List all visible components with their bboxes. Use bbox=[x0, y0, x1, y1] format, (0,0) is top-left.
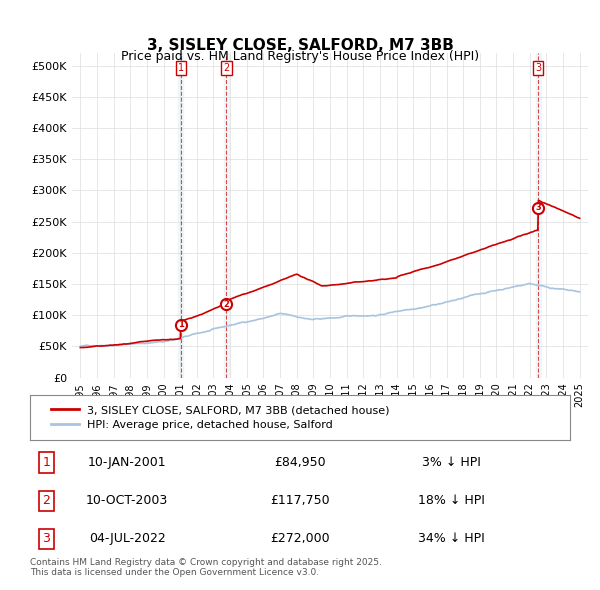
Bar bbox=[224, 53, 229, 378]
Text: 3, SISLEY CLOSE, SALFORD, M7 3BB: 3, SISLEY CLOSE, SALFORD, M7 3BB bbox=[146, 38, 454, 53]
Legend: 3, SISLEY CLOSE, SALFORD, M7 3BB (detached house), HPI: Average price, detached : 3, SISLEY CLOSE, SALFORD, M7 3BB (detach… bbox=[46, 401, 394, 434]
Text: 34% ↓ HPI: 34% ↓ HPI bbox=[418, 532, 485, 545]
Text: 3: 3 bbox=[535, 63, 541, 73]
Text: 2: 2 bbox=[223, 63, 230, 73]
Text: 10-OCT-2003: 10-OCT-2003 bbox=[86, 494, 169, 507]
Text: 2: 2 bbox=[224, 300, 229, 309]
Text: £117,750: £117,750 bbox=[270, 494, 330, 507]
Text: £272,000: £272,000 bbox=[270, 532, 330, 545]
Text: 04-JUL-2022: 04-JUL-2022 bbox=[89, 532, 166, 545]
Text: 10-JAN-2001: 10-JAN-2001 bbox=[88, 456, 167, 469]
Text: 1: 1 bbox=[42, 456, 50, 469]
Text: 1: 1 bbox=[178, 63, 184, 73]
Bar bbox=[178, 53, 183, 378]
Text: 3: 3 bbox=[535, 204, 541, 212]
Text: 3% ↓ HPI: 3% ↓ HPI bbox=[422, 456, 481, 469]
Text: 3: 3 bbox=[42, 532, 50, 545]
Text: £84,950: £84,950 bbox=[274, 456, 326, 469]
Text: Price paid vs. HM Land Registry's House Price Index (HPI): Price paid vs. HM Land Registry's House … bbox=[121, 50, 479, 63]
Text: 18% ↓ HPI: 18% ↓ HPI bbox=[418, 494, 485, 507]
Text: Contains HM Land Registry data © Crown copyright and database right 2025.
This d: Contains HM Land Registry data © Crown c… bbox=[30, 558, 382, 577]
Text: 1: 1 bbox=[178, 320, 184, 329]
Text: 2: 2 bbox=[42, 494, 50, 507]
Bar bbox=[536, 53, 541, 378]
